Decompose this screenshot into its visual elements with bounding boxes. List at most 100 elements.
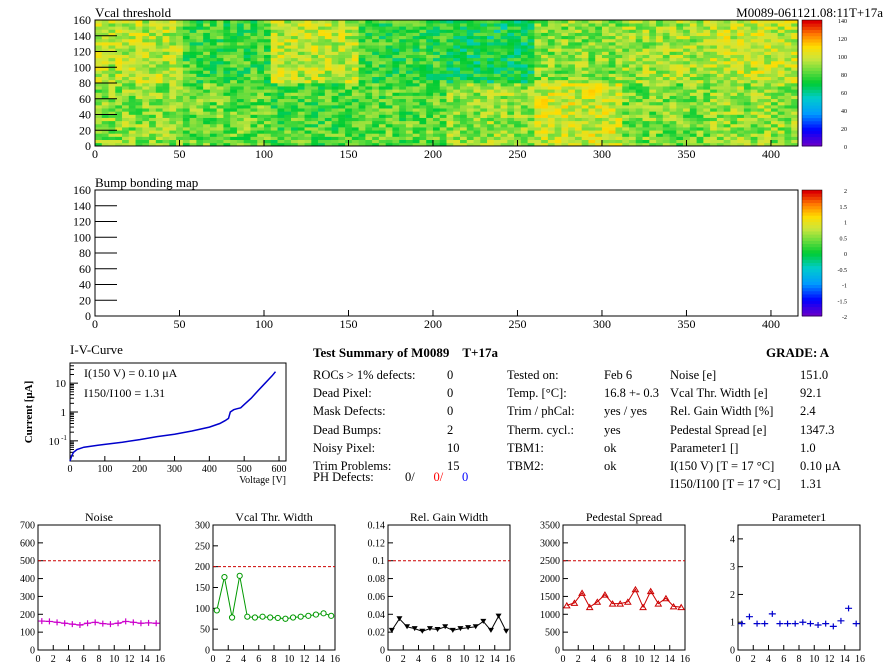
heatmap-cell (487, 108, 495, 112)
heatmap-cell (460, 86, 468, 90)
heatmap-cell (405, 57, 413, 62)
heatmap-cell (128, 117, 136, 122)
heatmap-cell (230, 89, 238, 93)
heatmap-cell (480, 92, 488, 96)
data-point (129, 619, 137, 626)
heatmap-cell (446, 123, 454, 128)
heatmap-cell (196, 101, 204, 106)
heatmap-cell (581, 114, 589, 118)
heatmap-cell (669, 120, 677, 125)
heatmap-cell (223, 139, 231, 144)
data-point (221, 573, 228, 581)
heatmap-cell (520, 105, 528, 109)
heatmap-cell (324, 38, 332, 43)
heatmap-cell (750, 130, 758, 134)
heatmap-cell (541, 48, 549, 52)
heatmap-cell (568, 48, 576, 52)
heatmap-cell (324, 111, 332, 115)
heatmap-cell (615, 70, 623, 74)
heatmap-cell (683, 108, 691, 112)
heatmap-cell (331, 83, 339, 87)
heatmap-cell (723, 83, 731, 87)
heatmap-cell (588, 45, 596, 49)
heatmap-cell (615, 142, 623, 147)
small-x-tick-label: 14 (840, 654, 850, 665)
heatmap-cell (311, 139, 319, 144)
heatmap-cell (629, 123, 637, 128)
iv-xlabel: Voltage [V] (239, 475, 286, 486)
heatmap-cell (649, 64, 657, 68)
heatmap-cell (574, 130, 582, 134)
heatmap-cell (378, 64, 386, 68)
heatmap-cell (263, 114, 272, 118)
heatmap-cell (480, 142, 488, 147)
heatmap-cell (480, 38, 488, 43)
heatmap-cell (541, 45, 549, 49)
heatmap-cell (169, 70, 177, 74)
heatmap-cell (115, 101, 123, 106)
heatmap-cell (372, 26, 380, 30)
heatmap-cell (263, 51, 272, 55)
heatmap-cell (169, 45, 177, 49)
heatmap-cell (716, 101, 724, 106)
heatmap-cell (331, 127, 339, 131)
heatmap-cell (324, 123, 332, 128)
small-x-tick-label: 14 (315, 654, 325, 665)
heatmap-cell (770, 38, 779, 43)
heatmap-cell (446, 89, 454, 93)
heatmap-cell (426, 79, 434, 84)
heatmap-cell (547, 32, 555, 37)
heatmap-cell (588, 48, 596, 52)
heatmap-cell (527, 120, 535, 125)
data-point (396, 616, 403, 622)
heatmap-cell (169, 127, 177, 131)
heatmap-cell (412, 42, 420, 46)
heatmap-cell (155, 142, 163, 147)
heatmap-cell (710, 86, 718, 90)
heatmap-cell (480, 20, 488, 24)
heatmap-cell (149, 142, 157, 147)
heatmap-cell (453, 23, 461, 27)
heatmap-cell (737, 120, 745, 125)
heatmap-cell (209, 127, 217, 131)
heatmap-cell (527, 108, 535, 112)
heatmap-cell (642, 51, 650, 55)
heatmap-cell (128, 139, 136, 144)
heatmap-cell (669, 60, 677, 65)
heatmap-cell (149, 89, 157, 93)
heatmap-cell (385, 114, 393, 118)
data-point (228, 614, 236, 621)
heatmap-cell (155, 67, 163, 71)
heatmap-cell (351, 76, 359, 81)
heatmap-cell (574, 54, 582, 59)
heatmap-cell (649, 89, 657, 93)
heatmap-cell (568, 139, 576, 144)
heatmap-cell (480, 108, 488, 112)
heatmap-cell (331, 133, 339, 137)
x-tick-label: 150 (339, 317, 357, 330)
heatmap-cell (568, 108, 576, 112)
heatmap-cell (297, 92, 305, 96)
small-x-tick-label: 10 (634, 654, 644, 665)
heatmap-cell (345, 120, 353, 125)
heatmap-cell (304, 76, 312, 81)
heatmap-cell (372, 20, 380, 24)
heatmap-cell (527, 111, 535, 115)
heatmap-cell (574, 139, 582, 144)
color-scale-step (802, 114, 822, 119)
heatmap-cell (601, 120, 610, 125)
heatmap-cell (480, 133, 488, 137)
heatmap-cell (318, 48, 326, 52)
heatmap-cell (304, 79, 312, 84)
heatmap-cell (568, 45, 576, 49)
heatmap-cell (115, 54, 123, 59)
heatmap-cell (297, 73, 305, 77)
heatmap-cell (372, 64, 380, 68)
heatmap-cell (176, 117, 184, 122)
heatmap-cell (534, 42, 542, 46)
heatmap-cell (385, 130, 393, 134)
small-y-tick-label: 0.04 (368, 610, 386, 621)
heatmap-cell (683, 73, 691, 77)
heatmap-cell (223, 92, 231, 96)
